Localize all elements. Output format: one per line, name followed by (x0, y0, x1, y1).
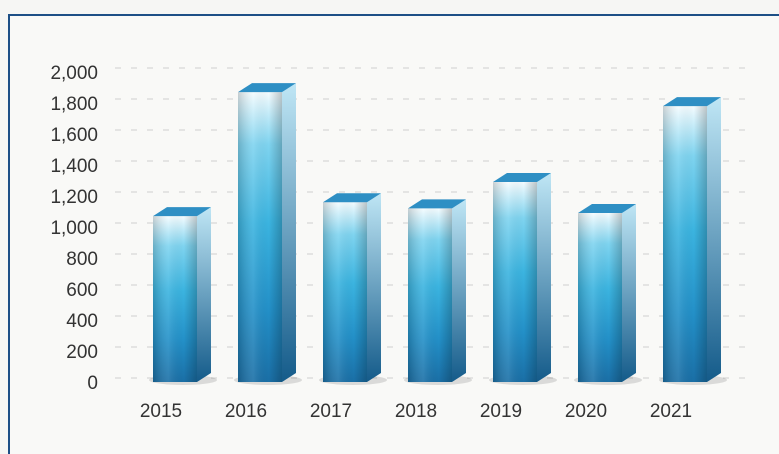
bar-2020 (574, 204, 642, 385)
bar-2019 (489, 173, 557, 385)
x-tick-label: 2015 (140, 401, 182, 422)
x-tick-label: 2016 (225, 401, 267, 422)
bar-2015 (149, 207, 217, 385)
bar-top (323, 193, 381, 203)
bar-top (578, 204, 636, 214)
y-tick-label: 2,000 (50, 63, 98, 84)
x-tick-label: 2019 (480, 401, 522, 422)
chart-frame (8, 14, 779, 454)
bar-front-shade (408, 208, 452, 382)
bar-top (238, 83, 296, 93)
bar-top (663, 97, 721, 107)
bar-top (493, 173, 551, 183)
bar-side (197, 207, 211, 382)
bar-2021 (659, 97, 727, 385)
bar-front-shade (323, 202, 367, 382)
y-tick-label: 600 (66, 280, 98, 301)
bar-side (537, 173, 551, 382)
x-tick-label: 2020 (565, 401, 607, 422)
bar-2017 (319, 193, 387, 385)
bar-top (408, 199, 466, 209)
y-tick-label: 1,400 (50, 156, 98, 177)
y-tick-label: 200 (66, 342, 98, 363)
y-axis-ticks: 0 200 400 600 800 1,000 1,200 1,400 1,600 1,800 2,… (50, 63, 98, 394)
y-tick-label: 0 (87, 373, 98, 394)
bar-front-shade (493, 182, 537, 382)
y-tick-label: 400 (66, 311, 98, 332)
x-axis-ticks: 2015 2016 2017 2018 2019 2020 2021 (140, 401, 692, 422)
x-tick-label: 2018 (395, 401, 437, 422)
bar-front-shade (153, 216, 197, 382)
bar-front-shade (578, 213, 622, 382)
bar-side (452, 199, 466, 382)
x-tick-label: 2021 (650, 401, 692, 422)
y-tick-label: 800 (66, 249, 98, 270)
x-tick-label: 2017 (310, 401, 352, 422)
y-tick-label: 1,600 (50, 125, 98, 146)
bar-top (153, 207, 211, 217)
bars (149, 83, 727, 385)
y-tick-label: 1,200 (50, 187, 98, 208)
y-tick-label: 1,000 (50, 218, 98, 239)
bar-front-shade (663, 106, 707, 382)
bar-side (282, 83, 296, 383)
bar-side (622, 204, 636, 382)
bar-front-shade (238, 92, 282, 383)
bar-side (707, 97, 721, 382)
bar-2016 (234, 83, 302, 385)
bar-side (367, 193, 381, 382)
bar-2018 (404, 199, 472, 385)
y-tick-label: 1,800 (50, 94, 98, 115)
bar-chart: 0 200 400 600 800 1,000 1,200 1,400 1,600 1,800 2,… (50, 63, 748, 422)
